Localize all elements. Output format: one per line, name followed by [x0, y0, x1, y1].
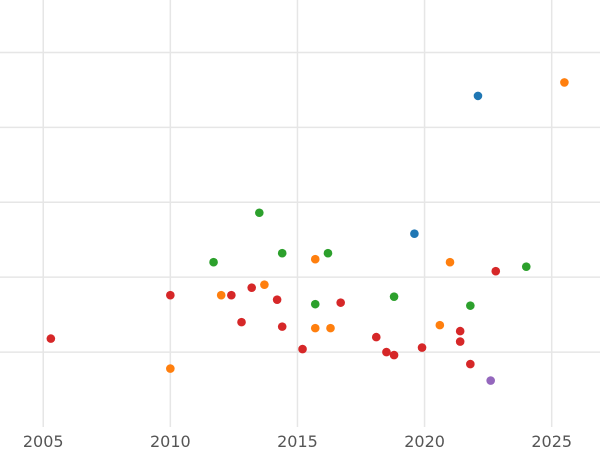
data-point: [237, 317, 246, 327]
data-point: [455, 326, 465, 336]
data-point: [272, 295, 282, 304]
x-tick-label: 2005: [23, 432, 64, 450]
data-point: [410, 229, 419, 239]
x-axis-ticks: 2005 2010 2015 2020 2025: [23, 432, 572, 450]
grid-lines: [0, 0, 600, 427]
data-point: [260, 280, 269, 289]
data-point: [486, 376, 495, 385]
data-point: [216, 290, 226, 300]
data-point: [382, 347, 391, 357]
data-point: [455, 337, 465, 346]
data-point: [445, 257, 455, 267]
data-point: [310, 299, 320, 309]
data-point: [466, 359, 475, 369]
data-point: [326, 323, 335, 333]
data-point: [46, 334, 56, 343]
data-point: [560, 78, 569, 87]
data-point: [277, 322, 287, 331]
data-point: [298, 344, 307, 354]
data-point: [521, 262, 531, 271]
data-point: [277, 248, 287, 258]
data-points: [46, 78, 569, 385]
data-point: [389, 350, 399, 360]
data-point: [417, 343, 427, 352]
x-tick-label: 2015: [277, 432, 318, 450]
x-tick-label: 2025: [531, 432, 572, 450]
data-point: [310, 323, 320, 333]
x-tick-label: 2010: [150, 432, 191, 450]
data-point: [473, 91, 483, 101]
data-point: [323, 248, 333, 258]
data-point: [227, 290, 236, 300]
data-point: [491, 266, 501, 276]
data-point: [209, 257, 218, 267]
x-tick-label: 2020: [404, 432, 445, 450]
data-point: [389, 292, 399, 301]
data-point: [435, 320, 445, 330]
data-point: [166, 364, 175, 373]
data-point: [310, 254, 320, 264]
data-point: [166, 290, 175, 300]
data-point: [247, 283, 256, 292]
data-point: [466, 301, 475, 310]
data-point: [255, 208, 264, 218]
data-point: [371, 332, 381, 342]
data-point: [336, 298, 345, 307]
